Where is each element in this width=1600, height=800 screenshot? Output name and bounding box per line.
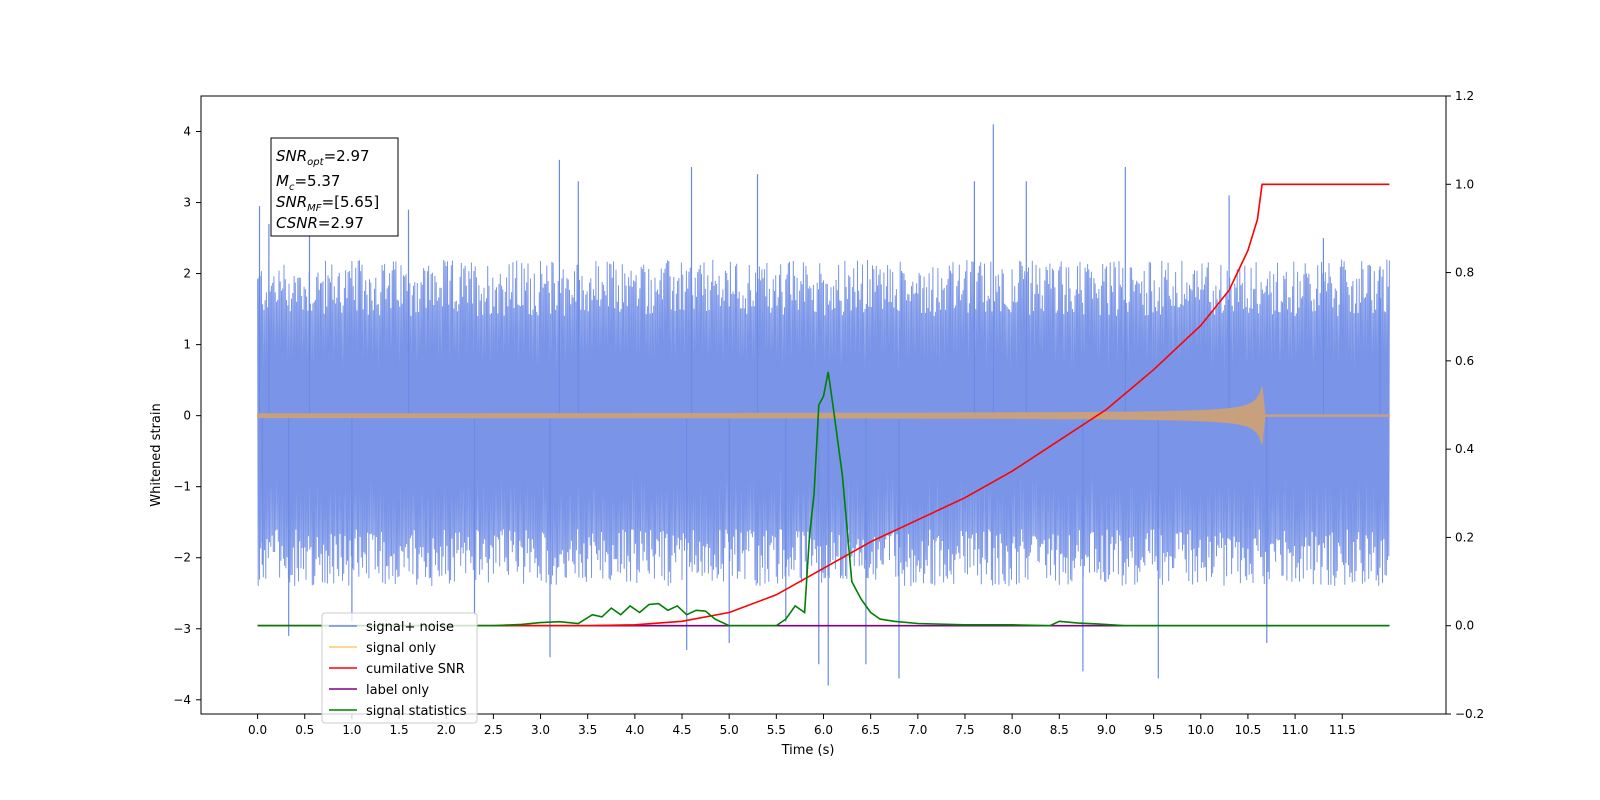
y-right-tick-label: 0.8 <box>1455 266 1474 280</box>
x-tick-label: 11.0 <box>1282 723 1309 737</box>
y-left-tick-label: −4 <box>173 693 191 707</box>
info-line-snr-opt: SNRopt=2.97 <box>276 147 370 168</box>
x-tick-label: 6.0 <box>814 723 833 737</box>
x-tick-label: 2.0 <box>437 723 456 737</box>
x-tick-label: 3.5 <box>578 723 597 737</box>
axes: 0.0 0.5 1.0 1.5 2.0 2.5 3.0 3.5 4.0 4.5 5.0 5.5 6.0 6… <box>173 89 1484 737</box>
x-tick-label: 3.0 <box>531 723 550 737</box>
x-tick-label: 0.0 <box>248 723 267 737</box>
series-signal-noise <box>257 259 1390 587</box>
x-tick-label: 6.5 <box>861 723 880 737</box>
y-right-tick-label: 0.2 <box>1455 530 1474 544</box>
y-right-tick-label: 1.2 <box>1455 89 1474 103</box>
x-tick-label: 5.0 <box>720 723 739 737</box>
y-left-tick-label: 0 <box>183 409 191 423</box>
x-tick-label: 7.0 <box>908 723 927 737</box>
x-tick-label: 10.5 <box>1235 723 1262 737</box>
x-tick-label: 1.5 <box>390 723 409 737</box>
y-right-tick-label: 0.6 <box>1455 354 1474 368</box>
legend: signal+ noise signal only cumilative SNR… <box>321 612 478 724</box>
x-tick-label: 4.5 <box>672 723 691 737</box>
series-signal-statistics <box>257 371 1390 627</box>
y-left-tick-label: −3 <box>173 622 191 636</box>
y-left-tick-label: −1 <box>173 480 191 494</box>
x-tick-label: 9.0 <box>1097 723 1116 737</box>
info-line-snr-mf: SNRMF=[5.65] <box>276 193 379 214</box>
series-cumulative-snr <box>257 183 1390 627</box>
x-tick-label: 5.5 <box>767 723 786 737</box>
info-line-mc: Mc=5.37 <box>276 172 340 193</box>
y-left-tick-label: 3 <box>183 196 191 210</box>
x-tick-label: 8.5 <box>1050 723 1069 737</box>
y-left-tick-label: −2 <box>173 551 191 565</box>
info-box: SNRopt=2.97 Mc=5.37 SNRMF=[5.65] CSNR=2.… <box>270 137 399 237</box>
legend-label-label-only: label only <box>366 683 429 698</box>
info-line-csnr: CSNR=2.97 <box>276 214 364 232</box>
x-tick-label: 9.5 <box>1144 723 1163 737</box>
y-right-tick-label: −0.2 <box>1455 707 1484 721</box>
x-tick-label: 4.0 <box>625 723 644 737</box>
y-right-tick-label: 0.4 <box>1455 442 1474 456</box>
y-right-tick-label: 0.0 <box>1455 619 1474 633</box>
x-tick-label: 2.5 <box>484 723 503 737</box>
y-right-tick-label: 1.0 <box>1455 177 1474 191</box>
series-signal-only <box>257 387 1390 445</box>
legend-label-cumulative-snr: cumilative SNR <box>366 662 465 677</box>
y-left-tick-label: 1 <box>183 338 191 352</box>
x-tick-label: 11.5 <box>1329 723 1356 737</box>
plot-area <box>257 124 1390 686</box>
x-axis-label: Time (s) <box>781 743 835 758</box>
y-axis-label: Whitened strain <box>149 403 164 506</box>
x-tick-label: 0.5 <box>295 723 314 737</box>
x-tick-label: 1.0 <box>342 723 361 737</box>
legend-label-signal-statistics: signal statistics <box>366 704 467 719</box>
x-tick-label: 8.0 <box>1003 723 1022 737</box>
y-left-tick-label: 2 <box>183 267 191 281</box>
y-left-tick-label: 4 <box>183 125 191 139</box>
legend-label-signal-noise: signal+ noise <box>366 620 454 635</box>
legend-label-signal-only: signal only <box>366 641 436 656</box>
x-tick-label: 7.5 <box>955 723 974 737</box>
x-tick-label: 10.0 <box>1187 723 1214 737</box>
